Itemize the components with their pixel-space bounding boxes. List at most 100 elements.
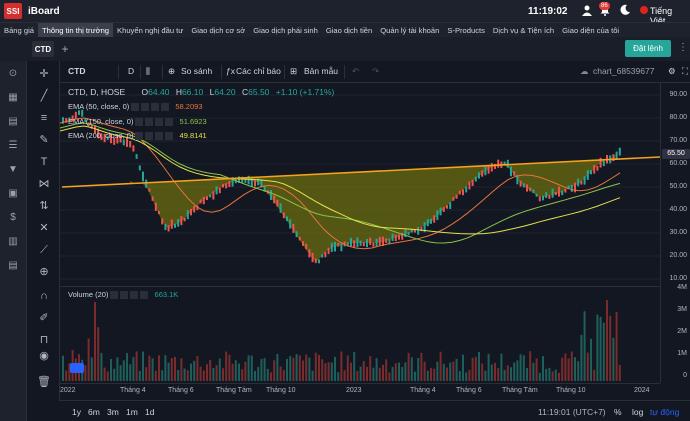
eye-icon[interactable]: ◉ [39,350,49,362]
place-order-button[interactable]: Đặt lệnh [625,40,671,57]
volume-bar [327,362,330,381]
indicators-icon[interactable]: ƒx [226,66,235,76]
templates-icon[interactable]: ⊞ [290,66,298,76]
candle [433,215,436,223]
volume-bar [174,356,176,381]
user-icon[interactable] [580,4,594,18]
range-1m[interactable]: 1m [126,407,138,417]
menu-item-account[interactable]: Quản lý tài khoản [380,25,440,35]
menu-item-market-info[interactable]: Thông tin thị trường [37,23,114,37]
volume-bar [222,368,224,381]
volume-legend[interactable]: Volume (20) 663.1K [68,290,179,300]
menu-item-price-board[interactable]: Bảng giá [4,25,34,35]
price-chart[interactable]: CTD, D, HOSE O64.40 H66.10 L64.20 C65.50… [59,83,661,283]
zoom-icon[interactable]: ⊕ [39,266,49,278]
chart-icon[interactable]: ▦ [8,92,18,103]
log-toggle[interactable]: log [632,407,644,417]
compare-button[interactable]: So sánh [181,66,213,76]
chart-name[interactable]: chart_68539677 [593,66,655,76]
range-1y[interactable]: 1y [72,407,81,417]
volume-bar [612,337,615,381]
ema-200-legend[interactable]: EMA (200, close, 0) 49.8141 [68,131,207,141]
menu-item-s-products[interactable]: S-Products [447,25,485,35]
language-selector[interactable]: Tiếng Việt [650,6,673,26]
chart-style-icon[interactable]: ⫼ [146,66,150,76]
menu-item-cash[interactable]: Giao dịch tiền [325,25,373,35]
menu-item-recommendations[interactable]: Khuyến nghị đầu tư [117,25,184,35]
menu-item-stock-trading[interactable]: Giao dịch cơ sở [191,25,246,35]
interval-selector[interactable]: D [128,66,135,76]
candle [193,206,196,213]
shapes-icon[interactable]: ✕ [39,222,49,234]
candle [78,110,80,115]
text-icon[interactable]: T [40,156,48,168]
report-icon[interactable]: ▤ [8,260,18,271]
candle [206,196,208,201]
trendline-icon[interactable]: ╱ [40,90,48,102]
range-3m[interactable]: 3m [107,407,119,417]
volume-bar [618,364,621,381]
symbol-search[interactable]: CTD [68,66,86,76]
menu-item-services[interactable]: Dịch vụ & Tiện ích [492,25,555,35]
percent-toggle[interactable]: % [614,407,622,417]
auto-toggle[interactable]: tự động [650,407,680,417]
ruler-icon[interactable]: ⟋ [40,244,48,256]
ema-200-line [59,125,621,235]
candle [487,165,490,174]
moon-icon[interactable] [618,4,632,18]
tab-ctd[interactable]: CTD [32,41,54,57]
brush-icon[interactable]: ✎ [39,134,49,146]
indicators-button[interactable]: Các chỉ báo [236,66,281,76]
volume-bar [276,354,279,381]
lock-icon[interactable]: ⊓ [39,334,49,346]
candle [602,160,605,167]
time-axis[interactable]: 2022 Tháng 4 Tháng 6 Tháng Tám Tháng 10 … [60,383,660,399]
magnet-icon[interactable]: ∩ [40,290,48,302]
volume-bar [433,368,436,381]
price-tick: 60.00 [669,160,687,167]
volume-bar [554,369,557,381]
price-axis[interactable]: 90.00 80.00 70.00 60.00 50.00 40.00 30.0… [660,83,690,383]
menu-item-derivatives[interactable]: Giao dịch phái sinh [253,25,318,35]
volume-bar [513,362,516,381]
range-6m[interactable]: 6m [88,407,100,417]
crosshair-icon[interactable]: ✛ [39,68,49,80]
volume-bar [378,367,381,381]
money-icon[interactable]: $ [10,212,16,223]
range-1d[interactable]: 1d [145,407,155,417]
compare-icon[interactable]: ⊕ [168,66,176,76]
market-icon[interactable]: ⊙ [8,68,18,79]
volume-bar [506,365,509,381]
fib-icon[interactable]: ≡ [40,112,48,124]
ema-50-legend[interactable]: EMA (50, close, 0) 58.2093 [68,102,203,112]
templates-button[interactable]: Bản mẫu [304,66,339,76]
lock-drawings-icon[interactable]: ✐ [39,312,49,324]
flag-icon[interactable] [640,6,648,14]
more-icon[interactable]: ⋮ [678,42,688,53]
prediction-icon[interactable]: ⇅ [39,200,49,212]
ema-150-legend[interactable]: EMA (150, close, 0) 51.6923 [68,117,207,127]
utc-clock[interactable]: 11:19:01 (UTC+7) [538,407,606,417]
news-icon[interactable]: ▤ [8,116,18,127]
volume-bar [158,355,160,381]
undo-icon[interactable]: ↶ [352,66,360,76]
cloud-icon[interactable]: ☁ [580,66,589,76]
watchlist-icon[interactable]: ☰ [8,140,18,151]
analysis-icon[interactable]: ▥ [8,236,18,247]
volume-bar [538,372,541,381]
filter-icon[interactable]: ▼ [8,164,18,175]
candle [218,187,221,194]
volume-pane[interactable]: Volume (20) 663.1K [60,286,660,381]
volume-bar [132,357,135,381]
add-tab-button[interactable]: + [61,42,69,56]
fullscreen-icon[interactable]: ⛶ [682,66,688,76]
settings-icon[interactable]: ⚙ [668,66,676,76]
portfolio-icon[interactable]: ▣ [8,188,18,199]
menu-item-my-layout[interactable]: Giao diện của tôi [562,25,620,35]
candle [186,210,189,220]
pattern-icon[interactable]: ⋈ [38,178,50,190]
volume-bar [356,370,359,381]
price-tick: 10.00 [669,275,687,282]
redo-icon[interactable]: ↷ [372,66,380,76]
trash-icon[interactable]: 🗑 [37,376,51,388]
